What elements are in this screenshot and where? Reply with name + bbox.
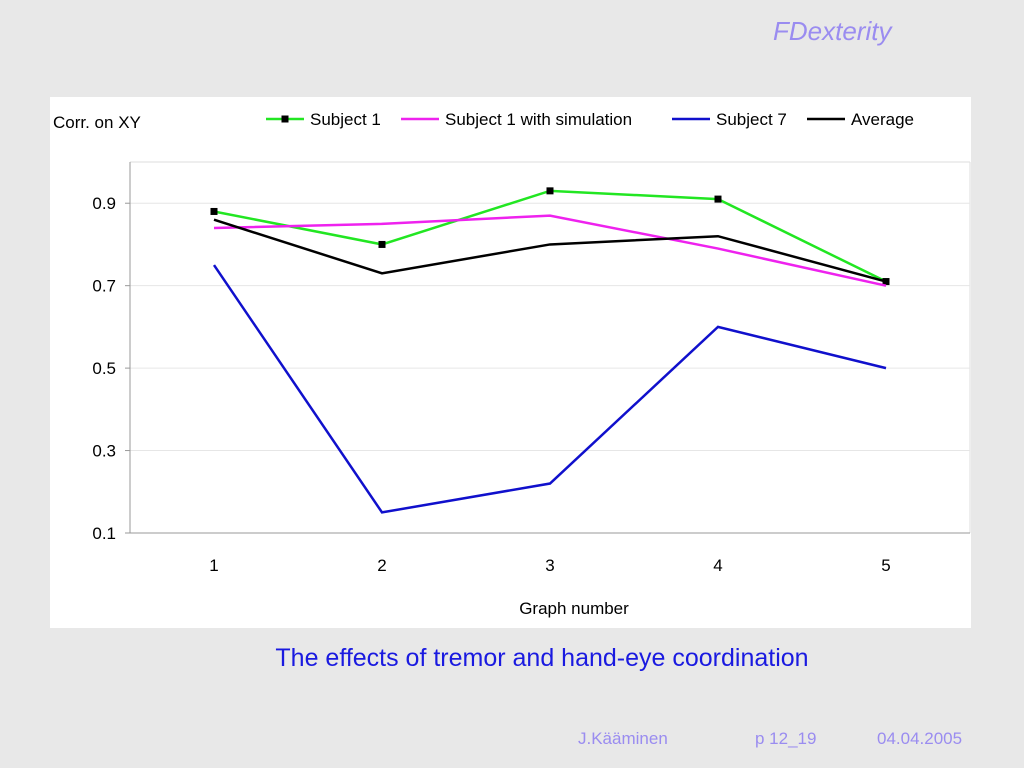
chart-panel: 0.1 0.3 0.5 0.7 0.9 1 2 3 4 5 Graph number Corr. on… xyxy=(50,97,971,628)
legend-marker xyxy=(281,115,289,123)
y-tick-label: 0.5 xyxy=(92,359,116,378)
y-tick-label: 0.7 xyxy=(92,277,116,296)
footer-page-number: p 12_19 xyxy=(755,729,817,748)
legend-label: Subject 7 xyxy=(716,110,787,129)
footer-date: 04.04.2005 xyxy=(877,729,963,748)
y-tick-label: 0.3 xyxy=(92,442,116,461)
series-line-1 xyxy=(213,214,887,287)
series-line-3 xyxy=(213,218,887,283)
legend-label: Subject 1 with simulation xyxy=(445,110,632,129)
x-tick-label: 1 xyxy=(209,556,218,575)
series-line-2 xyxy=(212,264,887,514)
y-tick-label: 0.1 xyxy=(92,524,116,543)
x-tick-label: 4 xyxy=(713,556,722,575)
legend-label: Subject 1 xyxy=(310,110,381,129)
data-point-marker xyxy=(714,195,722,203)
y-axis-label: Corr. on XY xyxy=(53,113,141,132)
x-axis-label: Graph number xyxy=(519,599,629,618)
data-point-marker xyxy=(378,240,386,248)
series-line-0 xyxy=(213,189,887,283)
data-point-marker xyxy=(210,207,218,215)
legend-label: Average xyxy=(851,110,914,129)
slide-caption: The effects of tremor and hand-eye coord… xyxy=(275,644,809,672)
line-chart: 0.1 0.3 0.5 0.7 0.9 1 2 3 4 5 Graph number Corr. on… xyxy=(53,110,971,618)
data-point-marker xyxy=(546,187,554,195)
y-tick-label: 0.9 xyxy=(92,194,116,213)
footer-author: J.Kääminen xyxy=(578,729,668,748)
brand-title: FDexterity xyxy=(773,16,892,46)
x-tick-label: 3 xyxy=(545,556,554,575)
x-tick-label: 2 xyxy=(377,556,386,575)
x-tick-label: 5 xyxy=(881,556,890,575)
